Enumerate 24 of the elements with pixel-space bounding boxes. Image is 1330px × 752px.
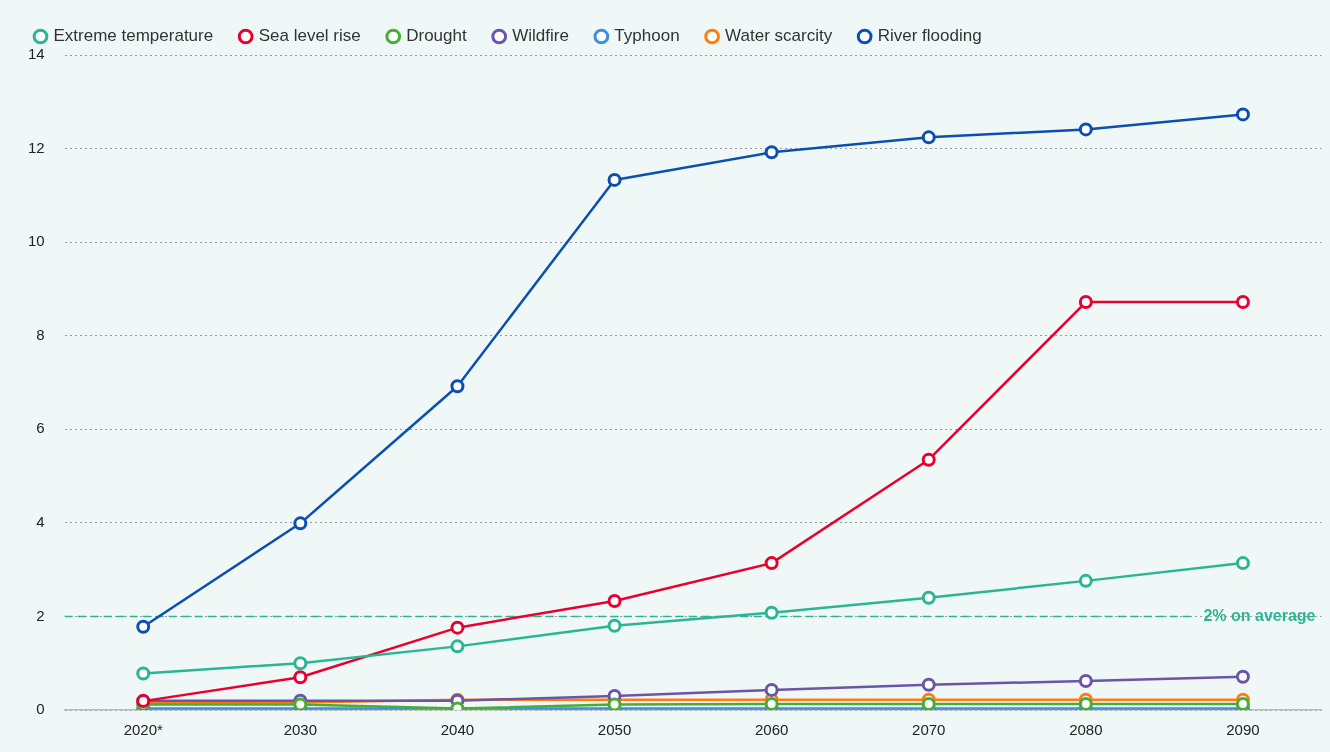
legend-label: Typhoon	[614, 26, 680, 46]
y-tick-label: 0	[36, 700, 45, 718]
y-tick-label: 14	[28, 45, 45, 63]
legend-label: Sea level rise	[258, 26, 361, 46]
y-tick-label: 10	[28, 232, 45, 250]
x-tick-label: 2020*	[123, 721, 163, 739]
legend-label: Water scarcity	[725, 26, 833, 46]
x-tick-label: 2030	[283, 721, 318, 739]
y-tick-label: 2	[36, 606, 45, 624]
x-tick-label: 2090	[1226, 721, 1260, 739]
x-tick-label: 2040	[440, 721, 475, 739]
y-tick-label: 8	[36, 325, 45, 343]
legend-label: Extreme temperature	[53, 26, 214, 46]
legend-label: River flooding	[877, 26, 982, 46]
x-tick-label: 2060	[754, 721, 789, 739]
legend-label: Wildfire	[512, 26, 569, 46]
x-tick-label: 2050	[597, 721, 632, 739]
x-tick-label: 2070	[912, 721, 946, 739]
x-tick-label: 2080	[1069, 721, 1103, 739]
y-tick-label: 4	[36, 513, 45, 530]
legend-label: Drought	[406, 26, 467, 46]
y-tick-label: 12	[28, 138, 45, 156]
y-tick-label: 6	[36, 419, 45, 437]
ref-line-label: 2% on average	[1203, 606, 1316, 624]
